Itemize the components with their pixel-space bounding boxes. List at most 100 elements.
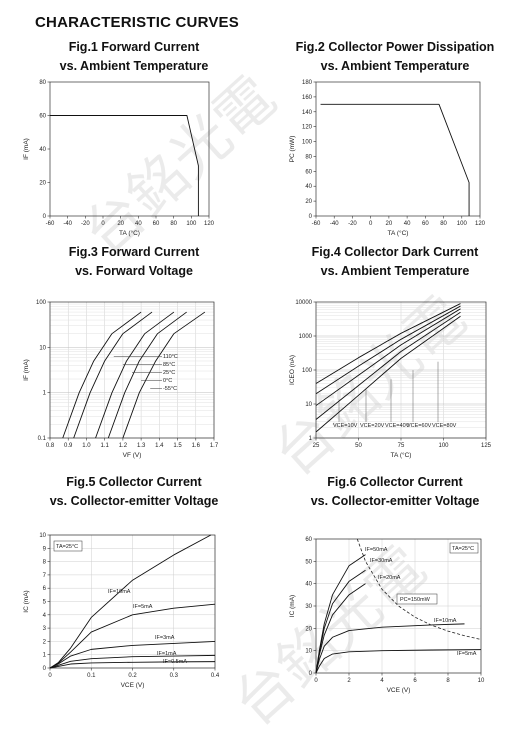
fig2-x-tick-label: 40 bbox=[404, 221, 411, 227]
fig6-y-tick-label: 60 bbox=[305, 537, 312, 543]
fig4-series-label-3: VCE=40V bbox=[385, 423, 410, 429]
fig5-series-label-2: IF=5mA bbox=[133, 604, 153, 610]
fig4-y-tick-label: 1000 bbox=[299, 334, 313, 340]
fig5-y-tick-label: 0 bbox=[43, 666, 47, 672]
fig5-x-tick-label: 0 bbox=[48, 673, 52, 679]
fig3-series-line-5 bbox=[122, 311, 206, 439]
fig6-x-tick-label: 10 bbox=[478, 678, 485, 684]
fig3-title: Fig.3 Forward Current vs. Forward Voltag… bbox=[4, 243, 264, 281]
fig5-title: Fig.5 Collector Current vs. Collector-em… bbox=[4, 473, 264, 511]
fig3-series-label-5: -55°C bbox=[163, 386, 177, 392]
fig6-y-tick-label: 10 bbox=[305, 649, 312, 655]
fig4-x-tick-label: 75 bbox=[398, 443, 405, 449]
fig3-y-tick-label: 10 bbox=[39, 345, 46, 351]
fig1-y-tick-label: 80 bbox=[39, 80, 46, 86]
fig1-title: Fig.1 Forward Current vs. Ambient Temper… bbox=[4, 38, 264, 76]
fig2-x-axis-label: TA (°C) bbox=[388, 229, 409, 237]
fig2-y-tick-label: 100 bbox=[302, 140, 313, 146]
fig3-y-tick-label: 1 bbox=[43, 391, 47, 397]
fig4-series-label-4: VCE=60V bbox=[407, 423, 432, 429]
fig4-x-axis-label: TA (°C) bbox=[391, 451, 412, 459]
fig5-series-label-3: IF=3mA bbox=[155, 635, 175, 641]
fig6-x-tick-label: 2 bbox=[347, 678, 351, 684]
fig2-x-tick-label: 120 bbox=[475, 221, 486, 227]
fig1-x-tick-label: -60 bbox=[46, 221, 55, 227]
fig2-y-tick-label: 160 bbox=[302, 95, 313, 101]
fig6-series-line-2 bbox=[315, 569, 366, 674]
fig2-y-tick-label: 40 bbox=[305, 184, 312, 190]
fig4-y-tick-label: 1 bbox=[309, 436, 313, 442]
fig2-x-tick-label: 80 bbox=[440, 221, 447, 227]
fig3-y-tick-label: 0.1 bbox=[38, 436, 47, 442]
fig6-x-tick-label: 8 bbox=[446, 678, 450, 684]
fig5-y-tick-label: 8 bbox=[43, 560, 47, 566]
fig4-series-line-1 bbox=[315, 315, 461, 433]
fig4-x-tick-label: 50 bbox=[355, 443, 362, 449]
fig4-title-line1: Fig.4 Collector Dark Current bbox=[311, 245, 479, 259]
fig6-series-label-5: IF=5mA bbox=[457, 651, 477, 657]
fig1-x-tick-label: -40 bbox=[63, 221, 72, 227]
fig5-series-line-3 bbox=[49, 640, 216, 669]
fig2-x-tick-label: 20 bbox=[386, 221, 393, 227]
fig5-series-line-1 bbox=[49, 534, 212, 669]
fig1-x-tick-label: 40 bbox=[135, 221, 142, 227]
fig2-x-tick-label: -40 bbox=[330, 221, 339, 227]
fig1-x-tick-label: -20 bbox=[81, 221, 90, 227]
fig6-series-label-1: IF=50mA bbox=[365, 547, 388, 553]
fig6-annotation-text: TA=25°C bbox=[452, 546, 474, 552]
fig2-title: Fig.2 Collector Power Dissipation vs. Am… bbox=[265, 38, 525, 76]
fig3-series-line-3 bbox=[95, 311, 175, 439]
fig5-x-tick-label: 0.2 bbox=[128, 673, 137, 679]
fig2-x-tick-label: 60 bbox=[422, 221, 429, 227]
fig6-y-tick-label: 0 bbox=[309, 671, 313, 677]
fig3-x-tick-label: 1.3 bbox=[137, 443, 146, 449]
fig6-series-label-2: IF=30mA bbox=[370, 558, 393, 564]
fig3-x-axis-label: VF (V) bbox=[123, 452, 142, 459]
fig2-x-tick-label: 100 bbox=[457, 221, 468, 227]
fig1-x-axis-label: TA (°C) bbox=[119, 229, 140, 237]
fig3-x-tick-label: 0.8 bbox=[46, 443, 55, 449]
fig5-y-tick-label: 9 bbox=[43, 546, 47, 552]
fig3-series-label-1: 110°C bbox=[163, 354, 178, 360]
fig1-y-tick-label: 20 bbox=[39, 181, 46, 187]
fig5-annotation-box bbox=[53, 540, 83, 552]
fig5-series-label-5: IF=0.5mA bbox=[163, 659, 187, 665]
fig6-power-limit-curve bbox=[356, 538, 482, 640]
fig6-power-label: PC=150mW bbox=[400, 597, 431, 603]
fig5-title-line1: Fig.5 Collector Current bbox=[66, 475, 202, 489]
fig6-title-line1: Fig.6 Collector Current bbox=[327, 475, 463, 489]
fig1-x-tick-label: 100 bbox=[186, 221, 197, 227]
fig3-series-label-3: 25°C bbox=[163, 370, 175, 376]
fig3-plot-frame bbox=[49, 301, 215, 439]
fig4-series-line-3 bbox=[315, 308, 461, 406]
fig3-x-tick-label: 1.5 bbox=[173, 443, 182, 449]
fig3-x-tick-label: 0.9 bbox=[64, 443, 73, 449]
fig2-y-tick-label: 0 bbox=[309, 214, 313, 220]
fig4-x-tick-label: 125 bbox=[481, 443, 492, 449]
fig6-y-tick-label: 50 bbox=[305, 559, 312, 565]
fig5-x-axis-label: VCE (V) bbox=[121, 682, 145, 689]
fig2-y-tick-label: 120 bbox=[302, 125, 313, 131]
fig1-plot-frame bbox=[49, 81, 210, 217]
fig1-title-line2: vs. Ambient Temperature bbox=[59, 59, 209, 73]
fig4-series-line-5 bbox=[315, 303, 461, 384]
fig5-y-tick-label: 10 bbox=[39, 533, 46, 539]
fig5-series-line-4 bbox=[49, 654, 216, 669]
fig5-annotation-text: TA=25°C bbox=[56, 544, 78, 550]
page-heading: CHARACTERISTIC CURVES bbox=[35, 14, 239, 31]
fig6-series-line-5 bbox=[315, 649, 482, 674]
fig4-y-tick-label: 10000 bbox=[295, 300, 312, 306]
fig4-y-axis-label: ICEO (nA) bbox=[289, 355, 296, 385]
fig5-y-tick-label: 6 bbox=[43, 586, 47, 592]
fig5-y-tick-label: 3 bbox=[43, 626, 47, 632]
fig1-series-line-1 bbox=[50, 115, 199, 216]
fig5-x-tick-label: 0.1 bbox=[87, 673, 96, 679]
fig4-x-tick-label: 25 bbox=[313, 443, 320, 449]
fig2-y-tick-label: 20 bbox=[305, 199, 312, 205]
fig2-y-axis-label: PC (mW) bbox=[289, 136, 296, 163]
fig3-x-tick-label: 1.1 bbox=[100, 443, 109, 449]
fig2-x-tick-label: -20 bbox=[348, 221, 357, 227]
fig4-y-tick-label: 100 bbox=[302, 368, 313, 374]
fig4-title: Fig.4 Collector Dark Current vs. Ambient… bbox=[265, 243, 525, 281]
